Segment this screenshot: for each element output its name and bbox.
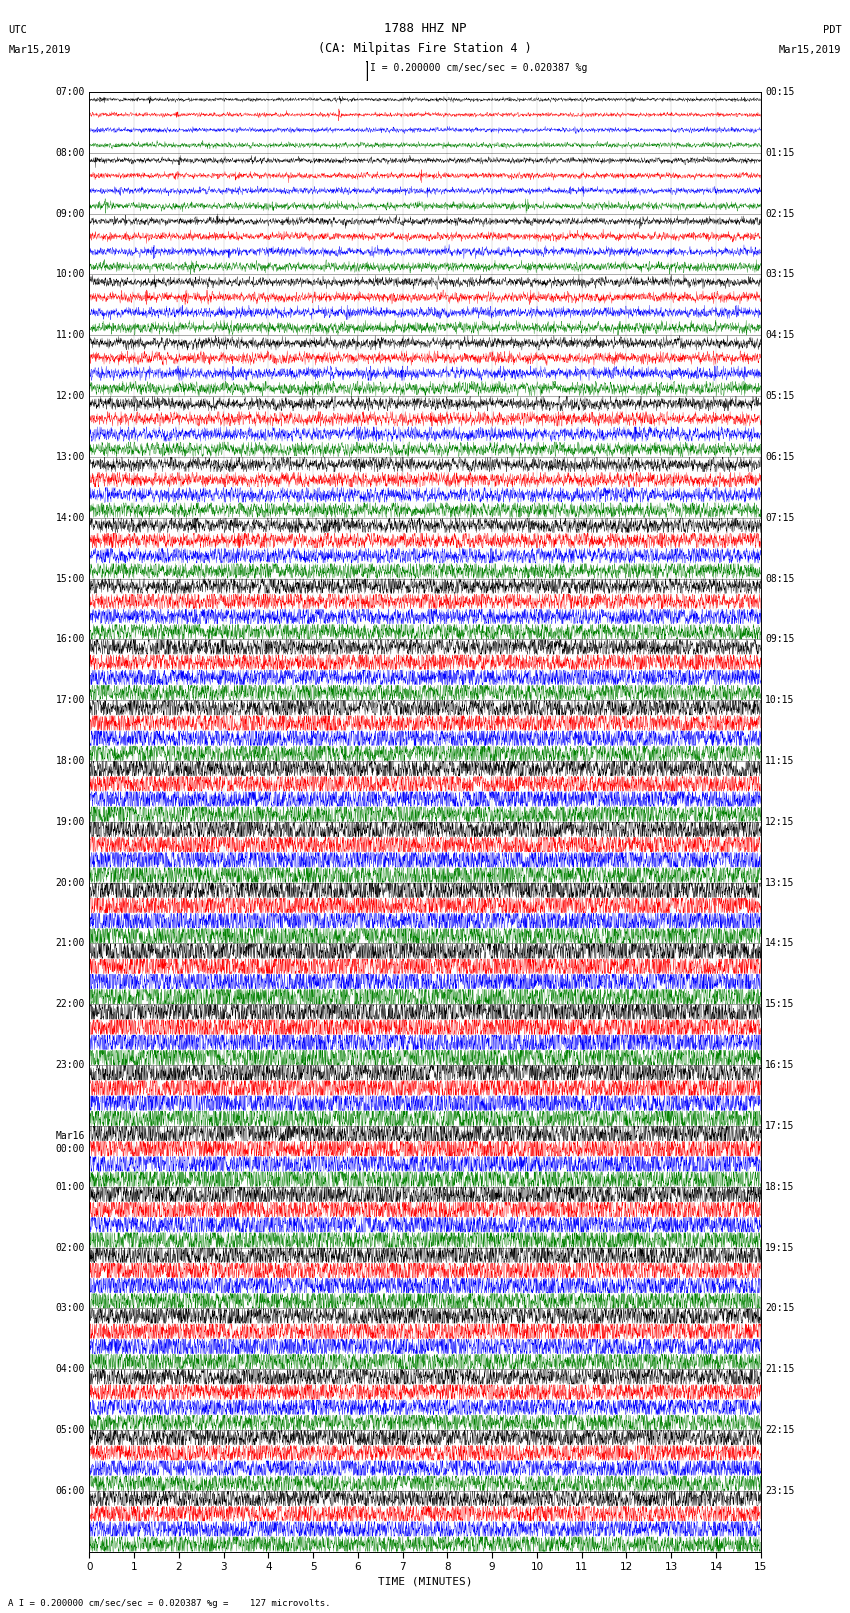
Text: 20:00: 20:00: [55, 877, 85, 887]
Text: 23:00: 23:00: [55, 1060, 85, 1069]
Text: 06:15: 06:15: [765, 452, 795, 461]
Text: 04:00: 04:00: [55, 1365, 85, 1374]
Text: 09:15: 09:15: [765, 634, 795, 644]
Text: 17:15: 17:15: [765, 1121, 795, 1131]
Text: 10:00: 10:00: [55, 269, 85, 279]
Text: 1788 HHZ NP: 1788 HHZ NP: [383, 23, 467, 35]
Text: 05:00: 05:00: [55, 1424, 85, 1436]
Text: 23:15: 23:15: [765, 1486, 795, 1495]
Text: I = 0.200000 cm/sec/sec = 0.020387 %g: I = 0.200000 cm/sec/sec = 0.020387 %g: [370, 63, 587, 73]
Text: 14:00: 14:00: [55, 513, 85, 523]
Text: (CA: Milpitas Fire Station 4 ): (CA: Milpitas Fire Station 4 ): [318, 42, 532, 55]
Text: 15:00: 15:00: [55, 574, 85, 584]
Text: 02:00: 02:00: [55, 1242, 85, 1253]
Text: 21:15: 21:15: [765, 1365, 795, 1374]
Text: 05:15: 05:15: [765, 390, 795, 402]
Text: 08:15: 08:15: [765, 574, 795, 584]
Text: 11:00: 11:00: [55, 331, 85, 340]
Text: A I = 0.200000 cm/sec/sec = 0.020387 %g =    127 microvolts.: A I = 0.200000 cm/sec/sec = 0.020387 %g …: [8, 1598, 331, 1608]
Text: 19:15: 19:15: [765, 1242, 795, 1253]
Text: Mar15,2019: Mar15,2019: [8, 45, 71, 55]
Text: 22:00: 22:00: [55, 1000, 85, 1010]
Text: 03:00: 03:00: [55, 1303, 85, 1313]
Text: 16:00: 16:00: [55, 634, 85, 644]
Text: 01:15: 01:15: [765, 148, 795, 158]
Text: 08:00: 08:00: [55, 148, 85, 158]
Text: 21:00: 21:00: [55, 939, 85, 948]
Text: 17:00: 17:00: [55, 695, 85, 705]
Text: 07:15: 07:15: [765, 513, 795, 523]
Text: 18:15: 18:15: [765, 1182, 795, 1192]
Text: 16:15: 16:15: [765, 1060, 795, 1069]
Text: 02:15: 02:15: [765, 208, 795, 219]
Text: 00:00: 00:00: [55, 1144, 85, 1153]
Text: PDT: PDT: [823, 26, 842, 35]
Text: 00:15: 00:15: [765, 87, 795, 97]
Text: 07:00: 07:00: [55, 87, 85, 97]
Text: 06:00: 06:00: [55, 1486, 85, 1495]
Text: 13:00: 13:00: [55, 452, 85, 461]
Text: 04:15: 04:15: [765, 331, 795, 340]
Text: 11:15: 11:15: [765, 756, 795, 766]
Text: UTC: UTC: [8, 26, 27, 35]
Text: 10:15: 10:15: [765, 695, 795, 705]
Text: 01:00: 01:00: [55, 1182, 85, 1192]
Text: 09:00: 09:00: [55, 208, 85, 219]
Text: 20:15: 20:15: [765, 1303, 795, 1313]
X-axis label: TIME (MINUTES): TIME (MINUTES): [377, 1576, 473, 1586]
Text: 14:15: 14:15: [765, 939, 795, 948]
Text: 15:15: 15:15: [765, 1000, 795, 1010]
Text: 19:00: 19:00: [55, 816, 85, 827]
Text: 13:15: 13:15: [765, 877, 795, 887]
Text: Mar15,2019: Mar15,2019: [779, 45, 842, 55]
Text: Mar16: Mar16: [55, 1131, 85, 1140]
Text: 03:15: 03:15: [765, 269, 795, 279]
Text: 12:00: 12:00: [55, 390, 85, 402]
Text: 12:15: 12:15: [765, 816, 795, 827]
Text: 18:00: 18:00: [55, 756, 85, 766]
Text: 22:15: 22:15: [765, 1424, 795, 1436]
